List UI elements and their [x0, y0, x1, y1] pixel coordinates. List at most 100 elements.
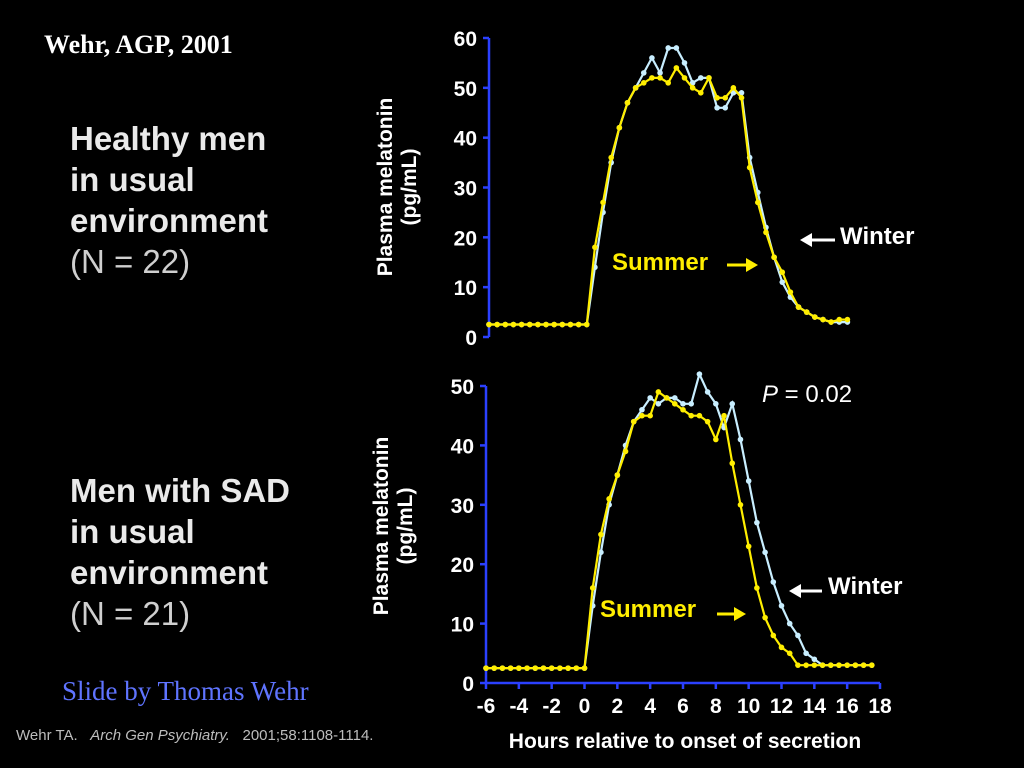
data-point-summer	[502, 321, 509, 328]
x-tick-label: 8	[710, 695, 722, 718]
x-tick-label: -2	[542, 695, 561, 718]
data-point-summer	[787, 289, 794, 295]
data-point-summer	[696, 412, 703, 419]
x-tick-label: 14	[803, 695, 827, 718]
data-point-summer	[680, 406, 686, 413]
data-point-winter	[680, 401, 686, 407]
data-point-summer	[795, 662, 801, 668]
data-point-summer	[729, 460, 736, 467]
data-point-summer	[592, 244, 598, 251]
data-point-winter	[649, 55, 655, 61]
data-point-summer	[551, 321, 557, 328]
data-point-summer	[828, 319, 834, 325]
data-point-summer	[778, 644, 785, 651]
y-tick-label: 10	[454, 277, 477, 300]
y-axis-title-line: Plasma melatonin	[374, 98, 397, 277]
data-point-winter	[811, 656, 818, 663]
y-axis-title: Plasma melatonin(pg/mL)	[374, 98, 421, 277]
y-tick-label: 20	[454, 227, 477, 250]
y-tick-label: 20	[451, 554, 474, 577]
data-point-summer	[730, 85, 737, 91]
data-point-summer	[713, 436, 719, 443]
summer-callout-label: Summer	[600, 596, 696, 623]
x-tick-label: 18	[868, 695, 892, 718]
data-point-summer	[671, 401, 678, 407]
group-label-line: Healthy men	[70, 120, 267, 157]
data-point-summer	[844, 316, 851, 323]
data-point-summer	[655, 389, 662, 395]
data-point-summer	[763, 229, 769, 236]
data-point-summer	[575, 321, 582, 328]
winter-arrow-icon	[800, 233, 812, 247]
data-point-summer	[640, 80, 647, 86]
x-tick-label: 6	[677, 695, 689, 718]
data-point-summer	[567, 321, 574, 328]
data-point-summer	[581, 665, 588, 671]
data-point-winter	[738, 90, 745, 96]
data-point-winter	[770, 579, 777, 585]
journal-reference: Wehr TA. Arch Gen Psychiatry. 2001;58:11…	[16, 727, 373, 744]
x-tick-label: -6	[477, 695, 496, 718]
data-point-summer	[754, 585, 760, 591]
y-axis-title-line: (pg/mL)	[398, 149, 421, 226]
data-point-summer	[738, 95, 745, 101]
data-point-winter	[714, 104, 720, 111]
series-line-summer	[486, 390, 872, 670]
slide-citation-title: Wehr, AGP, 2001	[44, 30, 233, 59]
data-point-summer	[632, 85, 639, 91]
data-point-summer	[583, 321, 590, 328]
data-point-winter	[786, 620, 793, 627]
data-point-winter	[779, 279, 786, 285]
data-point-summer	[510, 321, 517, 328]
data-point-summer	[803, 309, 810, 315]
data-point-summer	[486, 321, 492, 328]
data-point-summer	[573, 665, 580, 671]
group-label-line: environment	[70, 554, 269, 591]
data-point-summer	[811, 662, 818, 668]
data-point-summer	[681, 75, 688, 81]
data-point-summer	[639, 412, 645, 419]
y-tick-label: 0	[465, 327, 477, 350]
data-point-summer	[614, 472, 621, 478]
data-point-summer	[491, 665, 498, 671]
data-point-summer	[714, 95, 720, 101]
data-point-winter	[647, 395, 653, 401]
reference-details: 2001;58:1108-1114.	[242, 727, 374, 744]
data-point-summer	[673, 65, 680, 71]
data-point-summer	[600, 199, 606, 206]
data-point-summer	[630, 418, 637, 425]
y-axis-title-line: (pg/mL)	[394, 488, 417, 565]
data-point-summer	[820, 316, 826, 323]
data-point-winter	[639, 406, 645, 413]
data-point-winter	[754, 519, 760, 526]
data-point-summer	[770, 632, 777, 639]
data-point-winter	[671, 395, 678, 401]
data-point-summer	[786, 650, 793, 657]
data-point-winter	[803, 650, 809, 657]
data-point-summer	[589, 585, 596, 591]
group-sample-size: (N = 22)	[70, 243, 191, 280]
data-point-summer	[755, 199, 761, 206]
data-point-summer	[494, 321, 500, 328]
data-point-winter	[704, 389, 711, 395]
y-axis-title: Plasma melatonin(pg/mL)	[370, 437, 417, 616]
data-point-summer	[812, 314, 818, 320]
data-point-winter	[730, 90, 737, 96]
y-tick-label: 40	[451, 435, 474, 458]
data-point-summer	[689, 85, 696, 91]
data-point-summer	[688, 412, 695, 419]
data-point-summer	[622, 448, 629, 455]
data-point-winter	[640, 70, 647, 76]
data-point-summer	[836, 316, 843, 323]
data-point-winter	[795, 632, 801, 639]
data-point-winter	[689, 80, 696, 86]
data-point-summer	[647, 412, 653, 419]
group-label-line: in usual	[70, 161, 195, 198]
data-point-summer	[649, 75, 655, 81]
data-point-summer	[721, 412, 727, 419]
data-point-winter	[598, 549, 604, 556]
data-point-winter	[665, 45, 672, 51]
data-point-summer	[518, 321, 525, 328]
data-point-summer	[795, 304, 802, 310]
